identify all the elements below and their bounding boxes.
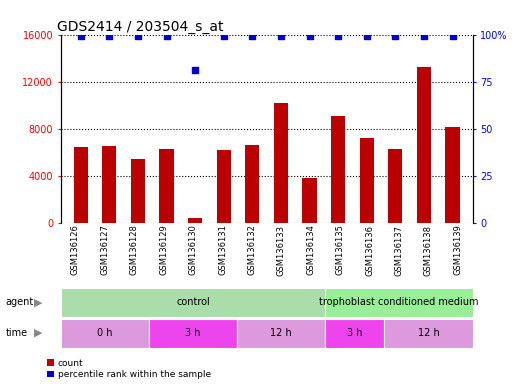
Bar: [216, 150, 231, 223]
Text: 12 h: 12 h: [270, 328, 292, 338]
Text: GSM136135: GSM136135: [336, 225, 345, 275]
Text: 12 h: 12 h: [418, 328, 439, 338]
Text: GSM136134: GSM136134: [306, 225, 315, 275]
Text: GSM136133: GSM136133: [277, 225, 286, 276]
Bar: [73, 147, 88, 223]
Point: [363, 33, 371, 40]
Bar: [61, 288, 325, 317]
Point: [248, 33, 257, 40]
Text: GSM136132: GSM136132: [248, 225, 257, 275]
Bar: [303, 178, 317, 223]
Bar: [325, 319, 384, 348]
Text: 3 h: 3 h: [185, 328, 201, 338]
Text: GSM136126: GSM136126: [71, 225, 80, 275]
Bar: [149, 319, 237, 348]
Text: GSM136138: GSM136138: [424, 225, 433, 276]
Legend: count, percentile rank within the sample: count, percentile rank within the sample: [47, 359, 211, 379]
Point: [448, 33, 457, 40]
Bar: [325, 288, 473, 317]
Text: GSM136128: GSM136128: [130, 225, 139, 275]
Text: ▶: ▶: [34, 297, 43, 308]
Bar: [237, 319, 325, 348]
Bar: [384, 319, 473, 348]
Bar: [188, 218, 202, 223]
Bar: [102, 146, 117, 223]
Text: GSM136137: GSM136137: [394, 225, 403, 276]
Bar: [446, 127, 460, 223]
Point: [77, 33, 85, 40]
Text: 3 h: 3 h: [347, 328, 363, 338]
Text: agent: agent: [5, 297, 34, 308]
Point: [420, 33, 428, 40]
Point: [334, 33, 342, 40]
Text: time: time: [5, 328, 27, 338]
Bar: [245, 145, 259, 223]
Text: control: control: [176, 297, 210, 308]
Bar: [159, 149, 174, 223]
Text: GSM136139: GSM136139: [454, 225, 463, 275]
Text: ▶: ▶: [34, 328, 43, 338]
Point: [191, 67, 200, 73]
Bar: [331, 116, 345, 223]
Bar: [61, 319, 149, 348]
Point: [162, 33, 171, 40]
Point: [391, 33, 400, 40]
Text: GDS2414 / 203504_s_at: GDS2414 / 203504_s_at: [56, 20, 223, 33]
Text: trophoblast conditioned medium: trophoblast conditioned medium: [319, 297, 479, 308]
Bar: [388, 149, 402, 223]
Point: [220, 33, 228, 40]
Point: [105, 33, 114, 40]
Text: GSM136130: GSM136130: [188, 225, 197, 275]
Bar: [131, 159, 145, 223]
Point: [277, 33, 285, 40]
Bar: [360, 138, 374, 223]
Text: GSM136129: GSM136129: [159, 225, 168, 275]
Bar: [274, 103, 288, 223]
Text: GSM136136: GSM136136: [365, 225, 374, 276]
Bar: [417, 68, 431, 223]
Text: GSM136131: GSM136131: [218, 225, 227, 275]
Point: [134, 33, 142, 40]
Text: GSM136127: GSM136127: [100, 225, 109, 275]
Point: [305, 33, 314, 40]
Text: 0 h: 0 h: [97, 328, 112, 338]
